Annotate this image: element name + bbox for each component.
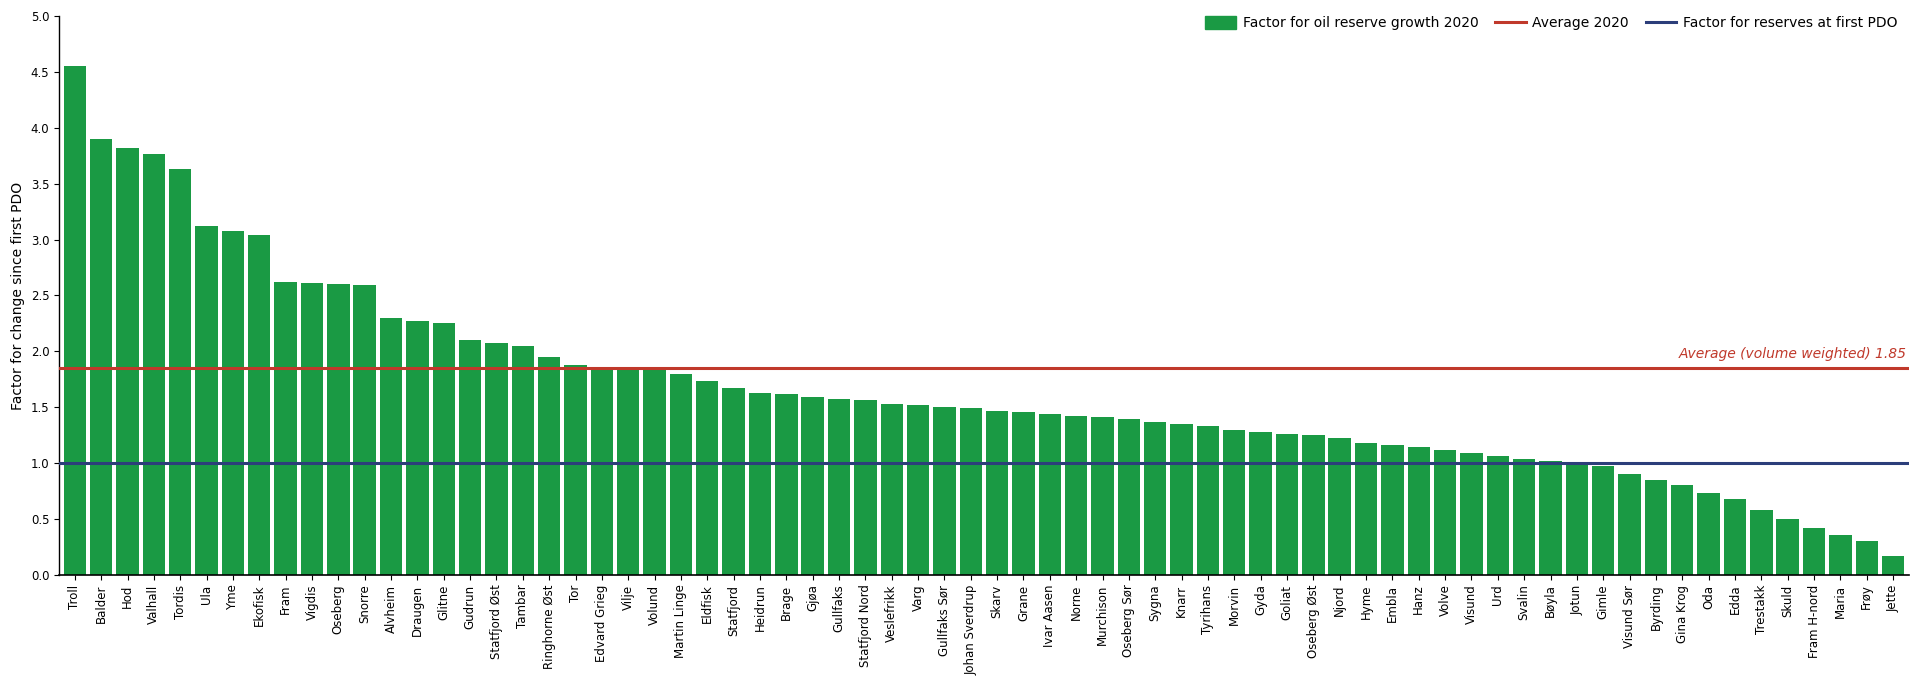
Bar <box>1882 556 1905 575</box>
Bar <box>722 388 745 575</box>
Bar <box>1407 447 1430 575</box>
Bar <box>221 230 244 575</box>
Bar <box>1039 414 1062 575</box>
Bar <box>380 318 403 575</box>
Bar <box>1592 466 1615 575</box>
Bar <box>564 365 588 575</box>
Bar <box>1540 461 1561 575</box>
Bar <box>1117 419 1140 575</box>
Bar <box>987 410 1008 575</box>
Bar <box>248 235 271 575</box>
Bar <box>169 169 192 575</box>
Bar <box>960 408 981 575</box>
Bar <box>749 392 772 575</box>
Bar <box>432 323 455 575</box>
Bar <box>1486 456 1509 575</box>
Bar <box>1461 453 1482 575</box>
Bar <box>1012 412 1035 575</box>
Bar <box>1275 434 1298 575</box>
Bar <box>776 394 797 575</box>
Bar <box>1697 493 1720 575</box>
Bar <box>697 381 718 575</box>
Bar <box>1513 458 1536 575</box>
Bar <box>1223 429 1246 575</box>
Bar <box>906 405 929 575</box>
Bar <box>1830 534 1851 575</box>
Bar <box>1356 443 1377 575</box>
Bar <box>1803 528 1826 575</box>
Bar <box>326 284 349 575</box>
Bar <box>1645 480 1667 575</box>
Bar <box>1091 417 1114 575</box>
Bar <box>63 67 86 575</box>
Bar <box>1302 435 1325 575</box>
Bar <box>1196 426 1219 575</box>
Bar <box>353 285 376 575</box>
Bar <box>1380 445 1404 575</box>
Bar <box>933 407 956 575</box>
Bar <box>854 401 877 575</box>
Bar <box>538 357 561 575</box>
Bar <box>828 399 851 575</box>
Bar <box>301 283 323 575</box>
Bar <box>1329 438 1352 575</box>
Bar <box>670 374 691 575</box>
Bar <box>881 404 902 575</box>
Bar <box>1724 499 1745 575</box>
Bar <box>275 282 298 575</box>
Bar <box>1171 424 1192 575</box>
Bar <box>407 321 428 575</box>
Bar <box>1619 474 1642 575</box>
Bar <box>1670 486 1693 575</box>
Bar <box>142 154 165 575</box>
Bar <box>1751 510 1772 575</box>
Text: Average (volume weighted) 1.85: Average (volume weighted) 1.85 <box>1678 347 1907 362</box>
Legend: Factor for oil reserve growth 2020, Average 2020, Factor for reserves at first P: Factor for oil reserve growth 2020, Aver… <box>1200 12 1903 34</box>
Bar <box>511 346 534 575</box>
Bar <box>1565 463 1588 575</box>
Bar <box>1144 422 1167 575</box>
Bar <box>801 397 824 575</box>
Bar <box>196 226 217 575</box>
Bar <box>1855 541 1878 575</box>
Bar <box>90 139 113 575</box>
Bar <box>459 340 482 575</box>
Bar <box>1250 431 1271 575</box>
Bar <box>117 148 138 575</box>
Bar <box>616 368 639 575</box>
Bar <box>486 344 507 575</box>
Bar <box>1776 519 1799 575</box>
Bar <box>1434 449 1455 575</box>
Bar <box>591 367 612 575</box>
Bar <box>643 370 666 575</box>
Bar <box>1066 416 1087 575</box>
Y-axis label: Factor for change since first PDO: Factor for change since first PDO <box>12 181 25 410</box>
